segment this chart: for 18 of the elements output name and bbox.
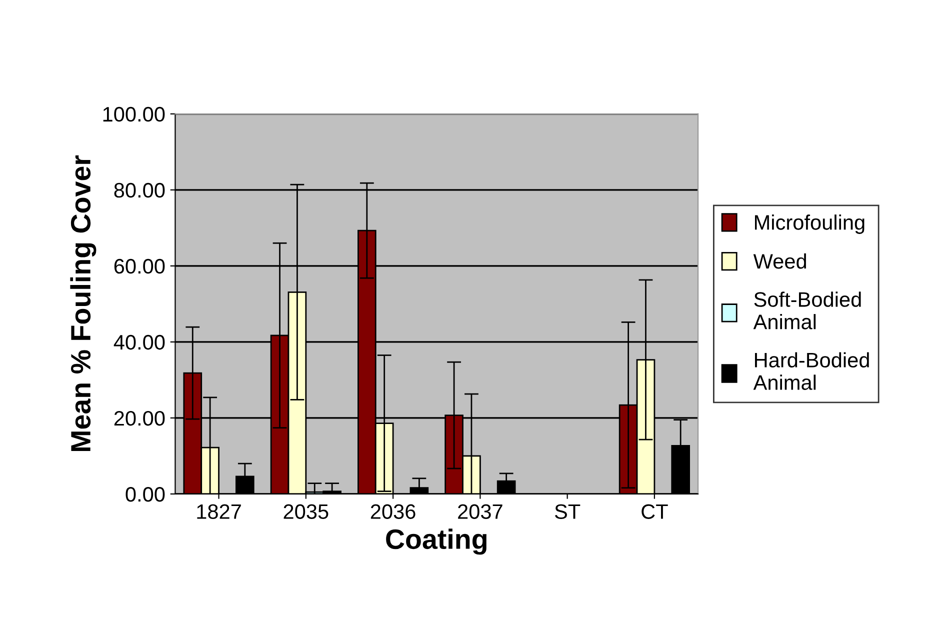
x-tick-label: 2035 xyxy=(284,504,328,519)
legend-label: Weed xyxy=(753,253,806,269)
x-tick-label: ST xyxy=(554,504,580,519)
y-axis-title: Mean % Fouling Cover xyxy=(70,155,96,451)
x-tick-label: 2037 xyxy=(458,504,502,519)
legend-label: Hard-Bodied Animal xyxy=(753,352,869,390)
x-axis-title: Coating xyxy=(386,528,486,555)
y-tick-label: 80.00 xyxy=(114,182,165,198)
y-tick-label: 100.00 xyxy=(103,106,165,122)
legend-label: Soft-Bodied Animal xyxy=(753,292,861,330)
y-tick-label: 0.00 xyxy=(126,486,165,502)
x-tick-label: CT xyxy=(642,504,668,519)
legend-label: Microfouling xyxy=(755,214,864,234)
y-tick-label: 60.00 xyxy=(114,258,165,274)
x-tick-label: 2036 xyxy=(370,504,416,519)
y-tick-label: 40.00 xyxy=(114,334,165,350)
y-tick-label: 20.00 xyxy=(114,410,165,426)
x-tick-label: 1827 xyxy=(197,504,241,519)
